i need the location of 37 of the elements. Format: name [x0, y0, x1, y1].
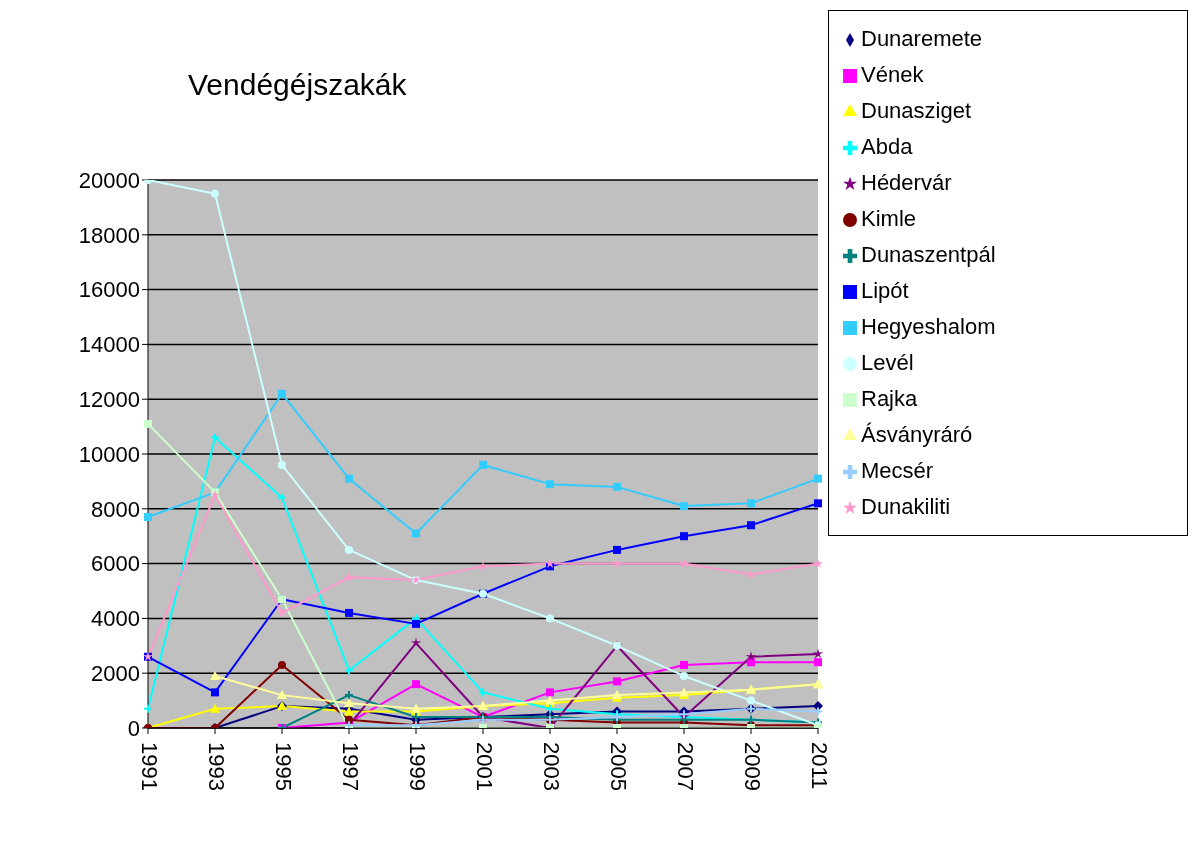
y-tick-label: 18000 [78, 222, 140, 248]
legend-label: Dunakiliti [861, 494, 951, 519]
legend-label: Ásványráró [861, 422, 973, 447]
x-tick-label: 2005 [606, 742, 632, 791]
legend-label: Dunaszentpál [861, 242, 996, 267]
y-tick-label: 16000 [78, 277, 140, 303]
legend-label: Kimle [861, 206, 917, 231]
legend-label: Abda [861, 134, 913, 159]
x-tick-label: 1999 [405, 742, 431, 791]
x-tick-label: 1993 [204, 742, 230, 791]
x-tick-label: 1997 [338, 742, 364, 791]
legend-label: Rajka [861, 386, 918, 411]
legend-label: Mecsér [861, 458, 934, 483]
y-tick-label: 2000 [91, 661, 140, 687]
y-tick-label: 4000 [91, 606, 140, 632]
legend-label: Hédervár [861, 170, 952, 195]
y-tick-label: 6000 [91, 551, 140, 577]
y-tick-label: 12000 [78, 387, 140, 413]
x-tick-label: 2011 [807, 742, 833, 790]
y-tick-label: 20000 [78, 167, 140, 193]
x-tick-label: 2007 [673, 742, 699, 791]
x-tick-label: 2009 [740, 742, 766, 791]
legend-label: Hegyeshalom [861, 314, 996, 339]
chart-title: Vendégéjszakák [188, 68, 407, 102]
x-tick-label: 1995 [271, 742, 297, 791]
legend-label: Vének [861, 62, 924, 87]
legend-label: Dunaremete [861, 26, 983, 51]
y-tick-label: 0 [127, 715, 140, 741]
y-tick-label: 10000 [78, 441, 140, 467]
x-tick-label: 1991 [137, 742, 163, 791]
legend-label: Levél [861, 350, 914, 375]
y-tick-label: 14000 [78, 332, 140, 358]
legend-label: Dunasziget [861, 98, 972, 123]
legend-label: Lipót [861, 278, 909, 303]
y-tick-label: 8000 [91, 496, 140, 522]
x-tick-label: 2001 [472, 742, 498, 791]
x-tick-label: 2003 [539, 742, 565, 791]
